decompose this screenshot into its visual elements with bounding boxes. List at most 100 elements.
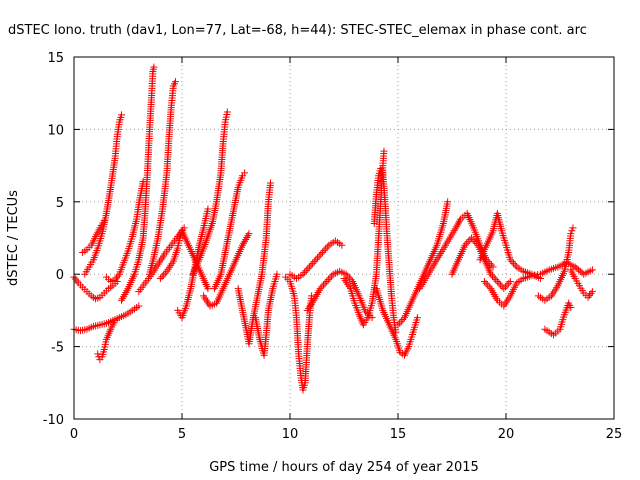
- data-point: [489, 272, 496, 280]
- data-point: [324, 276, 332, 284]
- data-point: [482, 279, 490, 287]
- data-point: [156, 275, 164, 283]
- data-point: [588, 266, 596, 274]
- data-point: [490, 274, 498, 282]
- data-point: [158, 273, 166, 281]
- data-point: [342, 270, 350, 278]
- data-point: [319, 281, 327, 289]
- data-point: [413, 314, 421, 322]
- data-point: [510, 259, 518, 267]
- y-tick-label: -10: [43, 413, 64, 428]
- y-tick-label: 5: [56, 196, 64, 211]
- data-point: [223, 108, 231, 116]
- data-point: [380, 147, 388, 155]
- data-point: [501, 283, 509, 291]
- data-point: [487, 270, 495, 278]
- data-point: [273, 270, 281, 278]
- data-point: [472, 239, 480, 247]
- data-point: [500, 285, 508, 293]
- data-point: [444, 198, 452, 206]
- y-axis-label: dSTEC / TECUs: [6, 190, 21, 286]
- data-point: [307, 261, 315, 269]
- data-point: [567, 304, 575, 312]
- chart-title: dSTEC Iono. truth (dav1, Lon=77, Lat=-68…: [8, 23, 587, 38]
- data-point: [245, 230, 253, 238]
- data-point: [299, 270, 307, 278]
- x-tick-label: 5: [178, 427, 186, 442]
- data-point: [317, 250, 325, 258]
- data-point: [310, 258, 318, 266]
- data-point: [588, 288, 596, 296]
- data-point: [480, 277, 488, 285]
- data-point: [394, 321, 402, 329]
- data-point: [338, 241, 346, 249]
- x-tick-label: 15: [390, 427, 407, 442]
- data-point: [576, 267, 584, 275]
- data-point: [573, 264, 581, 272]
- data-point: [485, 283, 493, 291]
- data-point: [492, 276, 500, 284]
- data-point: [567, 230, 575, 238]
- data-point: [309, 259, 317, 267]
- data-point: [487, 261, 495, 269]
- data-point: [302, 267, 310, 275]
- data-point: [118, 111, 126, 119]
- data-point: [575, 266, 583, 274]
- data-point: [569, 224, 577, 232]
- data-marks: [70, 63, 596, 394]
- data-point: [326, 274, 334, 282]
- data-point: [471, 238, 479, 246]
- data-point: [241, 169, 249, 177]
- y-tick-label: 0: [56, 268, 64, 283]
- data-point: [506, 277, 514, 285]
- data-point: [399, 315, 407, 323]
- data-point: [495, 279, 503, 287]
- data-point: [568, 227, 576, 235]
- data-point: [461, 241, 469, 249]
- y-tick-label: 10: [47, 123, 64, 138]
- data-point: [396, 319, 404, 327]
- plot-frame: [73, 56, 615, 420]
- data-point: [320, 247, 328, 255]
- data-point: [469, 236, 477, 244]
- x-tick-label: 0: [70, 427, 78, 442]
- y-tick-label: 15: [47, 51, 64, 66]
- data-point: [135, 302, 143, 310]
- data-point: [328, 272, 336, 280]
- data-point: [463, 239, 471, 247]
- x-tick-label: 10: [282, 427, 299, 442]
- data-point: [344, 272, 352, 280]
- x-axis-label: GPS time / hours of day 254 of year 2015: [209, 460, 479, 475]
- data-point: [489, 263, 497, 271]
- data-point: [506, 256, 514, 264]
- data-point: [172, 78, 180, 86]
- data-point: [305, 263, 313, 271]
- data-point: [314, 254, 322, 262]
- data-point: [267, 179, 275, 187]
- data-point: [323, 277, 331, 285]
- data-point: [111, 317, 119, 325]
- y-tick-label: -5: [51, 341, 64, 356]
- data-point: [160, 271, 168, 279]
- data-point: [497, 281, 505, 289]
- data-point: [301, 268, 309, 276]
- data-point: [204, 205, 212, 213]
- data-point: [484, 281, 492, 289]
- x-tick-label: 25: [606, 427, 623, 442]
- data-point: [397, 317, 405, 325]
- data-point: [312, 256, 320, 264]
- data-point: [322, 245, 330, 253]
- data-point: [318, 248, 326, 256]
- data-point: [347, 276, 355, 284]
- data-point: [161, 269, 169, 277]
- data-point: [321, 279, 329, 287]
- data-point: [505, 279, 513, 287]
- x-tick-label: 20: [498, 427, 515, 442]
- data-point: [150, 63, 158, 71]
- grid: [74, 57, 614, 419]
- data-point: [493, 277, 501, 285]
- data-point: [304, 265, 312, 273]
- data-point: [204, 285, 212, 293]
- data-point: [315, 252, 323, 260]
